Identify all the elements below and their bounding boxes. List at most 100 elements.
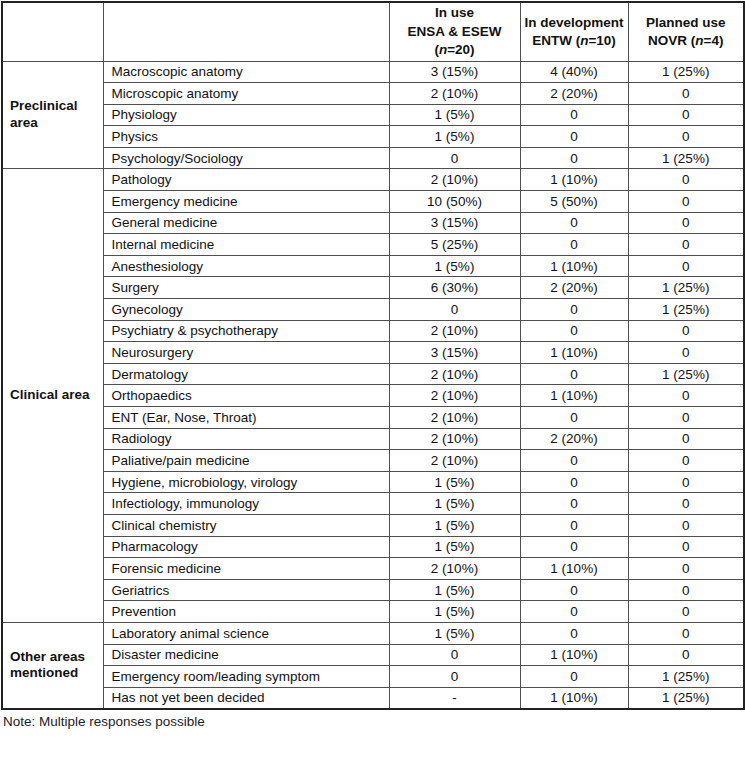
group-label: Preclinical area: [2, 61, 103, 169]
header-text: ENSA & ESEW: [407, 24, 501, 39]
value-cell-in-use: 2 (10%): [389, 363, 520, 385]
table-row: ENT (Ear, Nose, Throat)2 (10%)00: [2, 407, 744, 429]
area-cell: Infectiology, immunology: [103, 493, 389, 515]
area-cell: Psychology/Sociology: [103, 147, 389, 169]
table-row: Clinical areaPathology2 (10%)1 (10%)0: [2, 169, 744, 191]
column-header-planned-use: Planned useNOVR (n=4): [628, 2, 744, 61]
value-cell-in-development: 4 (40%): [520, 61, 628, 83]
header-line: (n=20): [392, 41, 518, 59]
area-cell: Disaster medicine: [103, 644, 389, 666]
group-label: Clinical area: [2, 169, 103, 622]
area-cell: Paliative/pain medicine: [103, 450, 389, 472]
value-cell-in-development: 0: [520, 536, 628, 558]
header-text: NOVR (: [648, 33, 695, 48]
table-row: Disaster medicine01 (10%)0: [2, 644, 744, 666]
value-cell-in-development: 2 (20%): [520, 428, 628, 450]
value-cell-planned-use: 0: [628, 255, 744, 277]
table-row: General medicine3 (15%)00: [2, 212, 744, 234]
column-header-in-development: In development ENTW (n=10): [520, 2, 628, 61]
header-line: ENSA & ESEW: [392, 23, 518, 41]
group-3: Other areas mentionedLaboratory animal s…: [2, 622, 744, 708]
value-cell-in-use: 2 (10%): [389, 385, 520, 407]
value-cell-planned-use: 0: [628, 622, 744, 644]
value-cell-in-development: 0: [520, 299, 628, 321]
table-row: Clinical chemistry1 (5%)00: [2, 514, 744, 536]
value-cell-in-use: 1 (5%): [389, 471, 520, 493]
value-cell-in-development: 1 (10%): [520, 558, 628, 580]
value-cell-planned-use: 1 (25%): [628, 277, 744, 299]
value-cell-planned-use: 0: [628, 514, 744, 536]
value-cell-in-use: 3 (15%): [389, 212, 520, 234]
value-cell-in-development: 0: [520, 212, 628, 234]
value-cell-planned-use: 1 (25%): [628, 666, 744, 688]
table-row: Surgery6 (30%)2 (20%)1 (25%): [2, 277, 744, 299]
value-cell-planned-use: 0: [628, 536, 744, 558]
table-row: Dermatology2 (10%)01 (25%): [2, 363, 744, 385]
value-cell-in-use: 1 (5%): [389, 514, 520, 536]
value-cell-planned-use: 0: [628, 407, 744, 429]
table-row: Preclinical areaMacroscopic anatomy3 (15…: [2, 61, 744, 83]
header-line: In use: [392, 4, 518, 22]
area-cell: Radiology: [103, 428, 389, 450]
value-cell-in-development: 1 (10%): [520, 385, 628, 407]
value-cell-planned-use: 0: [628, 493, 744, 515]
value-cell-in-development: 0: [520, 666, 628, 688]
column-header-in-use: In use ENSA & ESEW (n=20): [389, 2, 520, 61]
value-cell-planned-use: 1 (25%): [628, 299, 744, 321]
value-cell-in-development: 0: [520, 601, 628, 623]
value-cell-in-development: 0: [520, 407, 628, 429]
value-cell-planned-use: 0: [628, 212, 744, 234]
area-cell: Physics: [103, 126, 389, 148]
header-line: NOVR (n=4): [631, 32, 742, 50]
value-cell-in-development: 0: [520, 126, 628, 148]
value-cell-in-development: 0: [520, 320, 628, 342]
area-cell: Emergency medicine: [103, 191, 389, 213]
area-cell: Macroscopic anatomy: [103, 61, 389, 83]
area-cell: Dermatology: [103, 363, 389, 385]
group-label: Other areas mentioned: [2, 622, 103, 708]
value-cell-planned-use: 1 (25%): [628, 61, 744, 83]
table-row: Anesthesiology1 (5%)1 (10%)0: [2, 255, 744, 277]
value-cell-planned-use: 0: [628, 428, 744, 450]
value-cell-in-development: 0: [520, 471, 628, 493]
header-text: =10): [588, 33, 615, 48]
value-cell-planned-use: 1 (25%): [628, 147, 744, 169]
header-line: In development: [523, 14, 626, 32]
table-row: Geriatrics1 (5%)00: [2, 579, 744, 601]
area-cell: Microscopic anatomy: [103, 83, 389, 105]
table-row: Microscopic anatomy2 (10%)2 (20%)0: [2, 83, 744, 105]
area-cell: Has not yet been decided: [103, 687, 389, 709]
header-text: ENTW (: [532, 33, 580, 48]
table-row: Gynecology001 (25%): [2, 299, 744, 321]
area-cell: General medicine: [103, 212, 389, 234]
value-cell-in-development: 2 (20%): [520, 277, 628, 299]
area-cell: Surgery: [103, 277, 389, 299]
header-line: ENTW (n=10): [523, 32, 626, 50]
area-cell: Anesthesiology: [103, 255, 389, 277]
value-cell-in-use: 3 (15%): [389, 61, 520, 83]
value-cell-in-use: 1 (5%): [389, 536, 520, 558]
table-row: Radiology2 (10%)2 (20%)0: [2, 428, 744, 450]
area-cell: Hygiene, microbiology, virology: [103, 471, 389, 493]
value-cell-in-development: 5 (50%): [520, 191, 628, 213]
area-cell: Forensic medicine: [103, 558, 389, 580]
value-cell-planned-use: 0: [628, 471, 744, 493]
value-cell-planned-use: 0: [628, 83, 744, 105]
value-cell-planned-use: 0: [628, 126, 744, 148]
value-cell-planned-use: 0: [628, 104, 744, 126]
header-text: =20): [447, 42, 474, 57]
value-cell-in-use: 0: [389, 147, 520, 169]
header-text: In use: [435, 5, 474, 20]
table-row: Emergency room/leading symptom001 (25%): [2, 666, 744, 688]
header-text: In development: [524, 15, 623, 30]
value-cell-planned-use: 0: [628, 191, 744, 213]
value-cell-in-use: 1 (5%): [389, 493, 520, 515]
table-row: Paliative/pain medicine2 (10%)00: [2, 450, 744, 472]
value-cell-in-development: 0: [520, 363, 628, 385]
corner-group-cell: [2, 2, 103, 61]
area-cell: ENT (Ear, Nose, Throat): [103, 407, 389, 429]
area-cell: Prevention: [103, 601, 389, 623]
value-cell-in-development: 0: [520, 493, 628, 515]
value-cell-in-development: 1 (10%): [520, 342, 628, 364]
italic-n: n: [439, 42, 447, 57]
